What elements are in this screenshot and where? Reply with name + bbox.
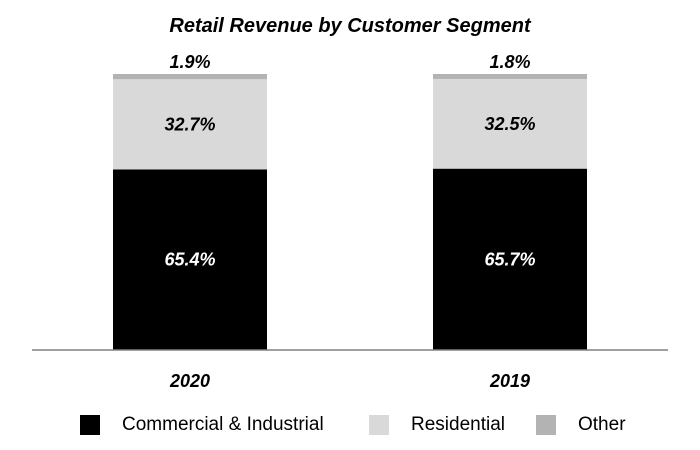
bar-commercial-industrial-2020 [113,169,267,350]
data-label-other-2020: 1.9% [169,52,210,72]
chart-title: Retail Revenue by Customer Segment [169,15,532,37]
data-label-commercial-industrial-2020: 65.4% [164,250,215,270]
legend-label-residential: Residential [411,414,505,435]
bar-other-2020 [113,74,267,80]
data-label-other-2019: 1.8% [489,52,530,72]
legend-label-other: Other [578,414,626,435]
data-label-commercial-industrial-2019: 65.7% [484,249,535,269]
legend-swatch-commercial-industrial [80,415,100,435]
data-label-residential-2020: 32.7% [164,114,215,134]
bar-other-2019 [433,74,587,79]
data-label-residential-2019: 32.5% [484,114,535,134]
legend: Commercial & Industrial Residential Othe… [0,410,700,440]
legend-label-commercial-industrial: Commercial & Industrial [122,414,324,435]
legend-item-other: Other [536,410,626,440]
bar-residential-2019 [433,78,587,169]
x-tick-label-2020: 2020 [169,371,210,391]
legend-swatch-other [536,415,556,435]
legend-item-residential: Residential [369,410,505,440]
x-tick-label-2019: 2019 [489,371,530,391]
legend-item-commercial-industrial: Commercial & Industrial [80,410,324,440]
legend-swatch-residential [369,415,389,435]
bar-residential-2020 [113,79,267,170]
bar-commercial-industrial-2019 [433,168,587,350]
